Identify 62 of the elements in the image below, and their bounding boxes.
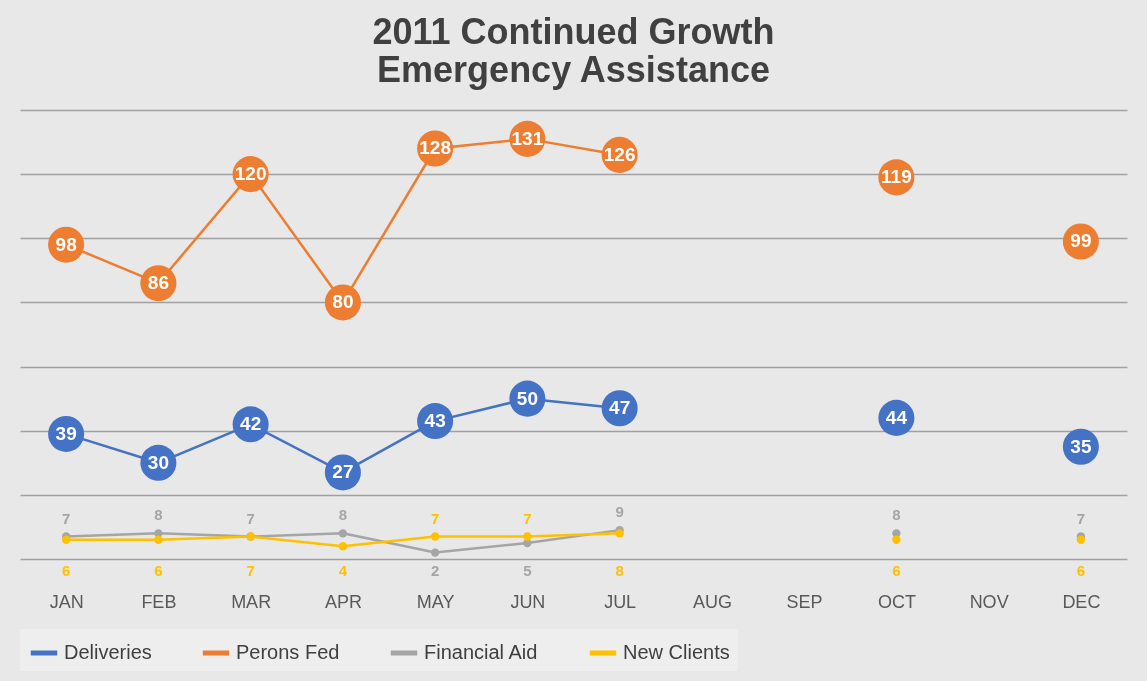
- x-tick-label: AUG: [692, 591, 732, 612]
- text: 2011 Continued Growth: [372, 11, 775, 52]
- point: [615, 529, 624, 538]
- data-label: 7: [61, 509, 71, 527]
- data-label: 50: [516, 387, 538, 409]
- data-label: 99: [1070, 230, 1092, 252]
- point: [892, 535, 901, 544]
- data-label: 5: [523, 562, 532, 579]
- data-label: 119: [881, 166, 912, 188]
- data-label: 120: [234, 163, 267, 185]
- point: [338, 542, 348, 551]
- legend-label: New Clients: [623, 641, 730, 663]
- data-label: 35: [1070, 435, 1092, 457]
- data-label: 7: [430, 509, 440, 527]
- data-label: 6: [892, 562, 901, 579]
- text: Emergency Assistance: [377, 49, 770, 90]
- legend-label: Financial Aid: [424, 641, 538, 663]
- data-label: 30: [147, 451, 169, 473]
- data-label: 128: [419, 137, 451, 159]
- x-tick-label: SEP: [786, 591, 823, 612]
- legend-label: Deliveries: [64, 641, 152, 663]
- point: [430, 548, 440, 557]
- x-tick-label: DEC: [1062, 591, 1101, 612]
- data-label: 86: [147, 272, 169, 294]
- data-label: 2: [430, 562, 440, 579]
- x-tick-label: MAR: [231, 591, 272, 612]
- data-label: 98: [55, 233, 77, 255]
- data-label: 80: [332, 291, 354, 313]
- legend-label: Perons Fed: [236, 641, 340, 663]
- x-tick-label: FEB: [141, 591, 177, 612]
- data-label: 8: [338, 506, 348, 524]
- data-label: 8: [615, 562, 624, 579]
- x-tick-label: JAN: [49, 591, 84, 612]
- data-label: 39: [55, 422, 77, 444]
- data-label: 9: [615, 503, 624, 521]
- data-label: 126: [603, 143, 636, 165]
- x-tick-label: MAY: [416, 591, 455, 612]
- x-tick-label: JUN: [510, 591, 546, 612]
- data-label: 43: [424, 410, 446, 432]
- point: [430, 532, 440, 541]
- data-label: 8: [892, 506, 901, 524]
- data-label: 27: [332, 461, 354, 483]
- data-label: 7: [246, 509, 255, 527]
- x-tick-label: JUL: [604, 591, 637, 612]
- x-tick-label: OCT: [877, 591, 916, 612]
- data-label: 7: [523, 509, 532, 527]
- data-label: 47: [609, 397, 631, 419]
- data-label: 6: [154, 562, 163, 579]
- x-tick-label: NOV: [969, 591, 1009, 612]
- data-label: 6: [61, 562, 71, 579]
- data-label: 6: [1076, 562, 1086, 579]
- data-label: 4: [338, 562, 348, 579]
- data-label: 44: [885, 406, 908, 428]
- point: [338, 529, 348, 538]
- point: [154, 535, 163, 544]
- x-tick-label: APR: [324, 591, 362, 612]
- data-label: 7: [1076, 509, 1086, 527]
- data-label: 7: [246, 562, 255, 579]
- data-label: 42: [240, 413, 262, 435]
- data-label: 131: [511, 127, 544, 149]
- point: [523, 532, 532, 541]
- data-label: 8: [154, 506, 163, 524]
